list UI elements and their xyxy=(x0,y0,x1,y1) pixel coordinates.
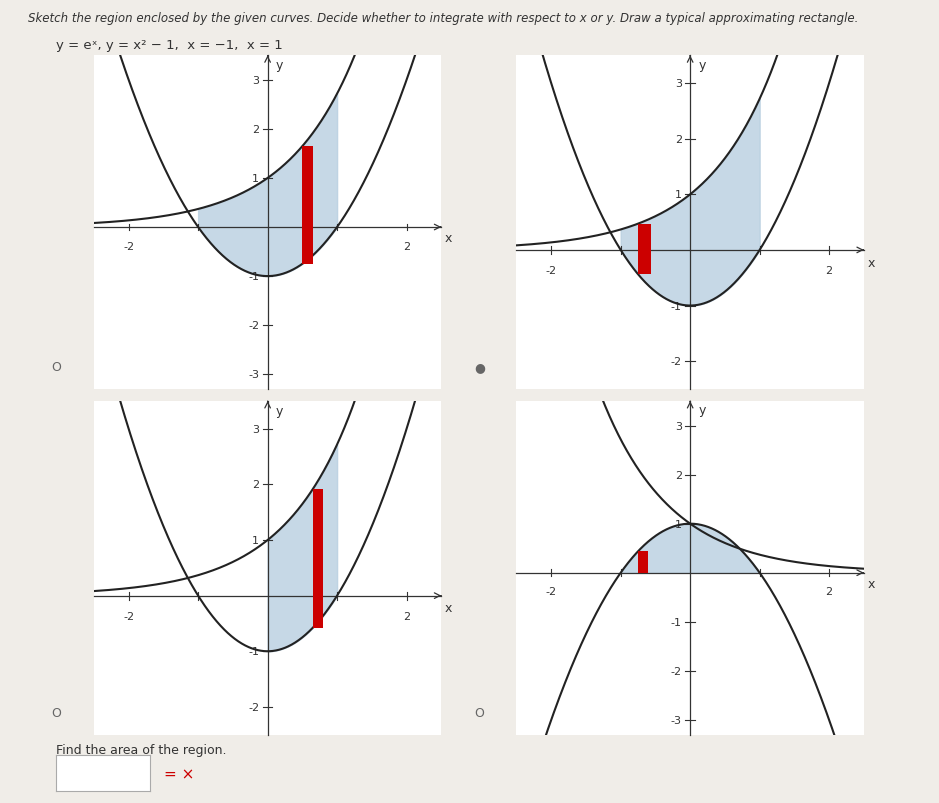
Text: Sketch the region enclosed by the given curves. Decide whether to integrate with: Sketch the region enclosed by the given … xyxy=(28,12,858,25)
Text: -1: -1 xyxy=(248,271,259,282)
Text: -3: -3 xyxy=(670,715,682,725)
Text: x: x xyxy=(868,577,875,590)
Text: 3: 3 xyxy=(253,424,259,434)
Text: -1: -1 xyxy=(670,617,682,627)
Text: y: y xyxy=(276,59,284,71)
Text: -2: -2 xyxy=(248,320,259,331)
Text: x: x xyxy=(445,601,453,614)
Text: -1: -1 xyxy=(670,301,682,311)
Text: 2: 2 xyxy=(825,266,833,276)
Text: Find the area of the region.: Find the area of the region. xyxy=(56,743,227,756)
Bar xyxy=(639,552,649,573)
Text: x: x xyxy=(445,232,453,245)
Text: 2: 2 xyxy=(675,470,682,480)
Text: 1: 1 xyxy=(675,190,682,200)
Text: O: O xyxy=(52,706,62,719)
Text: -1: -1 xyxy=(248,646,259,656)
Text: 2: 2 xyxy=(253,480,259,490)
Bar xyxy=(639,224,651,275)
Text: -2: -2 xyxy=(248,702,259,712)
Text: ●: ● xyxy=(474,361,485,373)
Text: 1: 1 xyxy=(675,519,682,529)
Text: -2: -2 xyxy=(670,357,682,367)
Bar xyxy=(313,490,323,628)
Text: y: y xyxy=(276,404,284,418)
Text: -2: -2 xyxy=(670,666,682,676)
Text: O: O xyxy=(52,361,62,373)
Text: -2: -2 xyxy=(123,611,134,622)
Text: 3: 3 xyxy=(675,421,682,431)
Text: 2: 2 xyxy=(403,611,410,622)
Text: y: y xyxy=(699,404,706,417)
Text: 3: 3 xyxy=(675,79,682,89)
Text: 3: 3 xyxy=(253,75,259,86)
Text: -2: -2 xyxy=(546,587,557,597)
Text: y = eˣ, y = x² − 1,  x = −1,  x = 1: y = eˣ, y = x² − 1, x = −1, x = 1 xyxy=(56,39,283,51)
Text: O: O xyxy=(474,706,485,719)
Text: -2: -2 xyxy=(546,266,557,276)
Text: 1: 1 xyxy=(253,173,259,184)
Text: 2: 2 xyxy=(675,135,682,145)
Text: 2: 2 xyxy=(403,242,410,251)
Text: = ×: = × xyxy=(164,766,194,781)
Text: -2: -2 xyxy=(123,242,134,251)
Text: -3: -3 xyxy=(248,369,259,380)
Text: 2: 2 xyxy=(825,587,833,597)
Bar xyxy=(302,147,313,264)
Text: y: y xyxy=(699,59,706,72)
Text: 2: 2 xyxy=(253,124,259,135)
Text: 1: 1 xyxy=(253,536,259,545)
Text: x: x xyxy=(868,256,875,269)
